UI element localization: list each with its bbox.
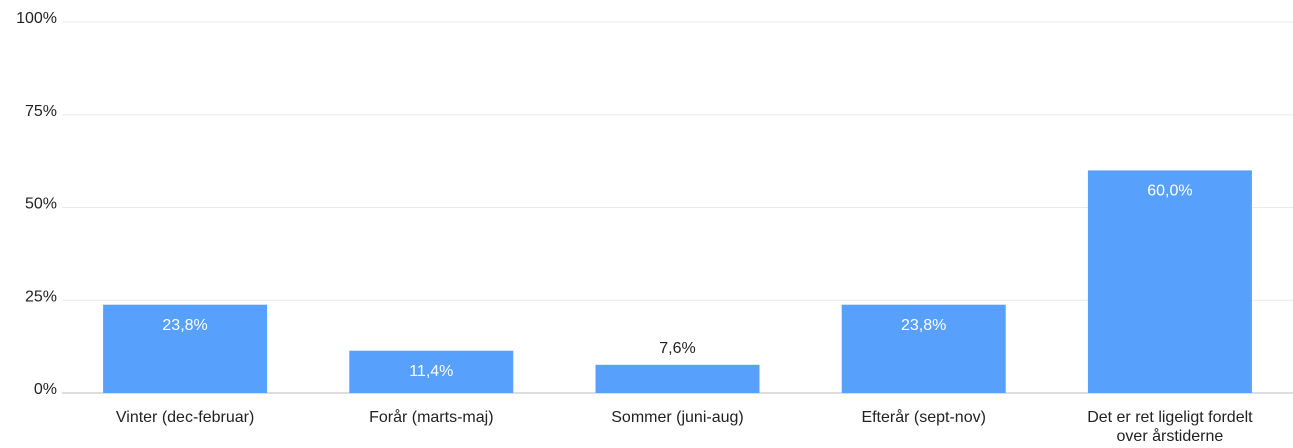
data-label: 23,8% (901, 317, 946, 334)
bar (1087, 170, 1252, 393)
y-tick-label: 75% (25, 103, 57, 120)
x-tick-label: Sommer (juni-aug) (611, 409, 744, 426)
y-tick-label: 0% (34, 381, 57, 398)
data-label: 60,0% (1147, 183, 1192, 200)
y-tick-label: 100% (16, 10, 57, 27)
x-tick-label: Efterår (sept-nov) (861, 409, 986, 426)
y-tick-label: 25% (25, 288, 57, 305)
x-tick-label: Det er ret ligeligt fordelt over årstide… (1087, 409, 1253, 445)
y-tick-label: 50% (25, 196, 57, 213)
bar (595, 364, 760, 393)
x-tick-label: Vinter (dec-februar) (115, 409, 255, 426)
bar (841, 304, 1006, 393)
bar (349, 350, 514, 393)
data-label: 23,8% (162, 317, 207, 334)
x-tick-label: Forår (marts-maj) (369, 409, 494, 426)
data-label: 7,6% (659, 340, 695, 357)
bar (103, 304, 268, 393)
data-label: 11,4% (409, 363, 453, 380)
